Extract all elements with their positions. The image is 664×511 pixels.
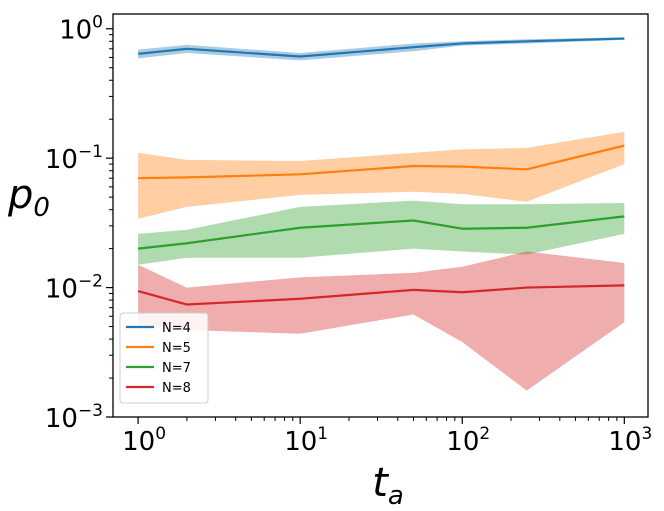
plot-frame [112, 13, 649, 418]
legend-box [119, 312, 209, 404]
series-lines [137, 37, 625, 306]
line-n-8 [137, 284, 625, 306]
y-tick-label: 10−1 [45, 142, 103, 175]
legend-label-n-7: N=7 [162, 361, 191, 376]
axis-ticks [106, 28, 625, 424]
legend: N=4 N=5 N=7 N=8 [119, 312, 209, 404]
x-tick-label: 103 [608, 424, 652, 457]
band-n-7 [138, 200, 625, 265]
legend-label-n-4: N=4 [162, 321, 191, 336]
line-n-4 [137, 37, 625, 58]
line-n-7 [137, 215, 625, 250]
tick-labels: 100 101 102 103 100 10−1 10−2 10−3 [45, 13, 652, 457]
x-axis-label: ta [372, 460, 404, 511]
confidence-bands [138, 37, 625, 391]
x-tick-label: 102 [446, 424, 490, 457]
band-n-5 [138, 131, 625, 219]
y-tick-label: 10−2 [45, 272, 103, 305]
y-tick-label: 100 [59, 13, 103, 46]
legend-label-n-8: N=8 [162, 381, 191, 396]
y-axis-label: p0 [7, 172, 50, 223]
y-tick-label: 10−3 [45, 401, 103, 434]
x-tick-label: 101 [284, 424, 328, 457]
band-n-8 [138, 251, 625, 391]
x-tick-label: 100 [122, 424, 166, 457]
line-n-5 [138, 144, 625, 180]
legend-label-n-5: N=5 [162, 341, 191, 356]
